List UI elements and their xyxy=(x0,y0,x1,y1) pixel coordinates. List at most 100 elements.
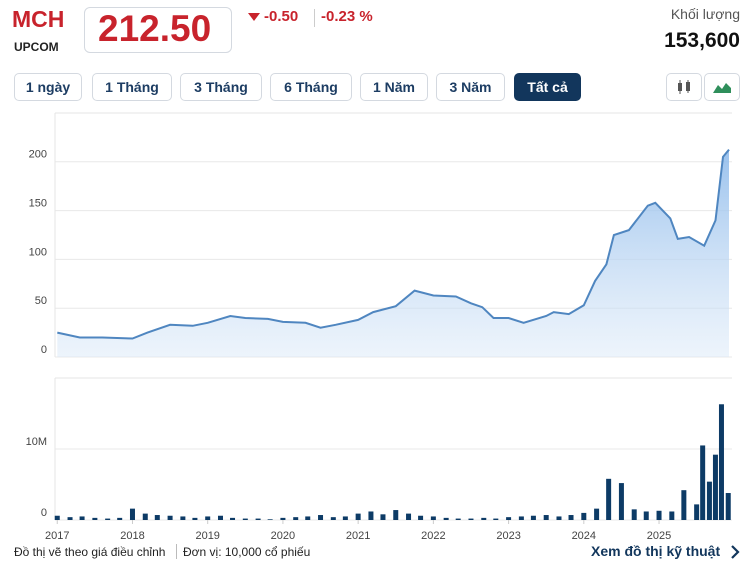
volume-bar xyxy=(418,515,424,520)
x-tick-label: 2021 xyxy=(346,530,370,542)
separator xyxy=(176,544,177,559)
x-tick-label: 2022 xyxy=(421,530,445,542)
volume-bar xyxy=(718,404,724,520)
volume-bar xyxy=(355,513,361,520)
volume-bar xyxy=(506,517,512,520)
y-tick-label: 0 xyxy=(41,507,47,519)
volume-bar xyxy=(142,513,148,520)
volume-bar xyxy=(725,493,731,520)
range-tab[interactable]: 1 ngày xyxy=(14,73,82,101)
volume-bar xyxy=(594,508,600,520)
separator xyxy=(314,9,315,27)
volume-bar xyxy=(681,490,687,520)
volume-label: Khối lượng xyxy=(670,6,740,22)
volume-bar xyxy=(406,513,412,520)
y-tick-label: 100 xyxy=(29,246,47,258)
volume-bar xyxy=(255,518,261,520)
y-tick-label: 10M xyxy=(26,436,47,448)
range-tab[interactable]: 3 Tháng xyxy=(180,73,262,101)
area-toggle[interactable] xyxy=(704,73,740,101)
candle-toggle[interactable] xyxy=(666,73,702,101)
range-tab[interactable]: 1 Năm xyxy=(360,73,428,101)
y-tick-label: 50 xyxy=(35,295,47,307)
volume-bar xyxy=(656,510,662,520)
range-tab[interactable]: 1 Tháng xyxy=(92,73,172,101)
range-tab[interactable]: Tất cả xyxy=(514,73,581,101)
volume-bar xyxy=(205,516,211,520)
candle-icon xyxy=(678,80,690,94)
footer-unit: Đơn vị: 10,000 cổ phiếu xyxy=(183,545,311,559)
volume-bar xyxy=(568,515,574,520)
volume-bar xyxy=(643,511,649,520)
volume-bar xyxy=(54,515,60,520)
volume-bar xyxy=(318,515,324,520)
change-pct: -0.23 % xyxy=(321,8,373,25)
down-arrow xyxy=(248,13,260,21)
volume-bar xyxy=(706,481,712,520)
volume-bar xyxy=(79,516,85,520)
volume-bar xyxy=(712,454,718,520)
y-tick-label: 200 xyxy=(29,149,47,161)
volume-bar xyxy=(669,511,675,520)
volume-bar xyxy=(380,514,386,520)
volume-bar xyxy=(368,511,374,520)
price-box xyxy=(84,7,232,53)
volume-bar xyxy=(330,517,336,520)
price: 212.50 xyxy=(98,8,212,49)
volume-bar xyxy=(493,518,499,520)
volume-bar xyxy=(267,519,273,520)
change: -0.50 xyxy=(264,8,299,25)
volume-bar xyxy=(518,516,524,520)
x-tick-label: 2019 xyxy=(195,530,219,542)
volume-bar xyxy=(242,518,248,520)
y-tick-label: 150 xyxy=(29,198,47,210)
volume-bar xyxy=(67,517,73,520)
volume-bar xyxy=(581,512,587,520)
volume-bar xyxy=(606,478,612,520)
y-tick-label: 0 xyxy=(41,344,47,356)
x-tick-label: 2024 xyxy=(572,530,596,542)
symbol: MCH xyxy=(12,6,65,32)
volume-bar xyxy=(129,508,135,520)
area-icon xyxy=(713,83,731,93)
x-tick-label: 2025 xyxy=(647,530,671,542)
volume-bar xyxy=(530,515,536,520)
volume-bar xyxy=(631,509,637,520)
x-tick-label: 2023 xyxy=(496,530,520,542)
volume-bar xyxy=(180,516,186,520)
x-tick-label: 2018 xyxy=(120,530,144,542)
volume-bar xyxy=(342,516,348,520)
volume-bar xyxy=(694,504,700,520)
volume-bar xyxy=(393,510,399,520)
area-fill xyxy=(57,149,730,357)
volume-bar xyxy=(305,516,311,520)
volume-bar xyxy=(154,515,160,520)
volume-bar xyxy=(92,517,98,520)
volume-bar xyxy=(105,518,111,520)
range-tab[interactable]: 6 Tháng xyxy=(270,73,352,101)
volume-bar xyxy=(117,517,123,520)
volume-bar xyxy=(618,483,624,520)
volume-bar xyxy=(230,517,236,520)
volume: 153,600 xyxy=(664,29,740,52)
volume-bar xyxy=(192,517,198,520)
x-tick-label: 2017 xyxy=(45,530,69,542)
volume-bar xyxy=(443,517,449,520)
exchange: UPCOM xyxy=(14,40,59,54)
volume-bar xyxy=(543,515,549,520)
footer-note: Đồ thị vẽ theo giá điều chỉnh xyxy=(14,545,166,559)
volume-bar xyxy=(455,518,461,520)
volume-bar xyxy=(430,516,436,520)
volume-bar xyxy=(468,518,474,520)
volume-bar xyxy=(217,515,223,520)
range-tab[interactable]: 3 Năm xyxy=(436,73,505,101)
volume-bar xyxy=(293,517,299,520)
technical-link[interactable]: Xem đồ thị kỹ thuật xyxy=(591,543,721,559)
price-line xyxy=(57,148,730,340)
volume-bar xyxy=(700,445,706,520)
x-tick-label: 2020 xyxy=(271,530,295,542)
volume-bar xyxy=(167,515,173,520)
volume-bar xyxy=(556,516,562,520)
